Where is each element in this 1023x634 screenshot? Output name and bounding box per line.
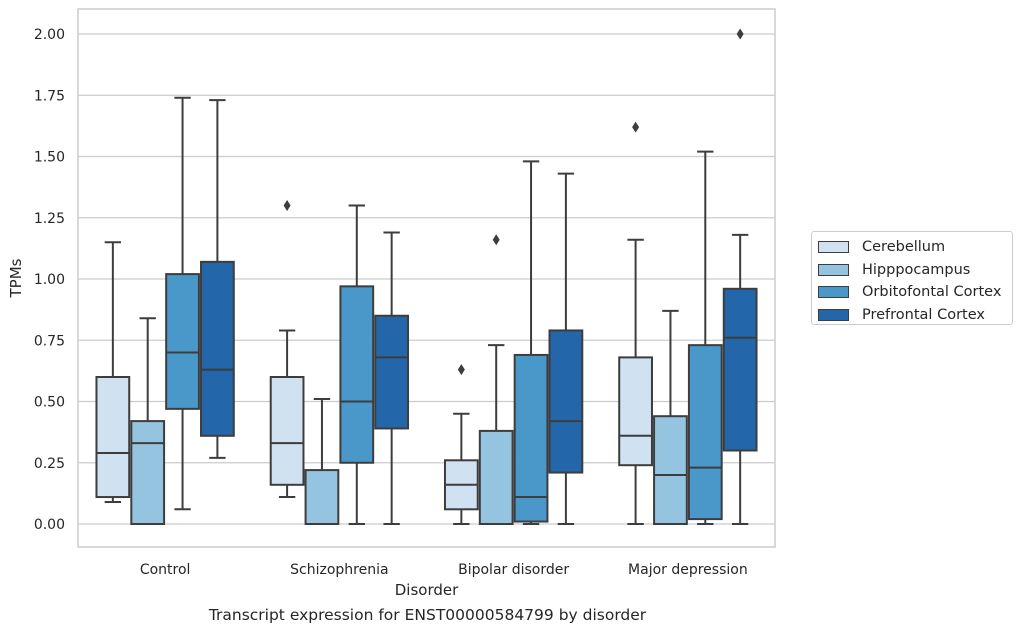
box-0-3-box bbox=[618, 356, 653, 467]
box-1-2-box bbox=[478, 429, 514, 525]
legend: Cerebellum Hipppocampus Orbitofontal Cor… bbox=[811, 231, 1013, 325]
box-3-3-outlier-0 bbox=[736, 28, 744, 40]
legend-item-orbitofrontal-cortex: Orbitofontal Cortex bbox=[818, 281, 1012, 304]
box-2-3-box bbox=[687, 344, 723, 521]
legend-item-prefrontal-cortex: Prefrontal Cortex bbox=[818, 304, 1012, 327]
y-tick-label-0: 0.00 bbox=[34, 517, 65, 533]
x-tick-label-3: Major depression bbox=[628, 562, 748, 578]
box-3-3-box bbox=[722, 287, 758, 452]
x-tick-label-2: Bipolar disorder bbox=[458, 562, 569, 578]
box-0-1-outlier-0 bbox=[283, 200, 291, 211]
plot-frame bbox=[77, 8, 776, 548]
legend-label-hippocampus: Hipppocampus bbox=[862, 261, 971, 278]
x-tick-label-0: Control bbox=[140, 562, 191, 578]
legend-swatch-cerebellum bbox=[818, 241, 849, 254]
chart-caption: Transcript expression for ENST0000058479… bbox=[208, 606, 647, 624]
y-tick-label-8: 2.00 bbox=[34, 27, 65, 43]
legend-item-hippocampus: Hipppocampus bbox=[818, 259, 1012, 282]
box-1-2-outlier-0 bbox=[492, 234, 500, 246]
box-3-1-box bbox=[374, 314, 410, 430]
y-axis-label: TPMs bbox=[7, 258, 25, 298]
y-tick-label-2: 0.50 bbox=[34, 395, 65, 411]
y-tick-label-1: 0.25 bbox=[34, 456, 65, 472]
y-tick-label-3: 0.75 bbox=[34, 333, 65, 349]
box-1-0-box bbox=[130, 420, 166, 526]
box-3-2-box bbox=[548, 329, 584, 474]
box-2-2-box bbox=[513, 353, 549, 523]
y-tick-label-7: 1.75 bbox=[34, 88, 65, 104]
box-2-1-box bbox=[339, 285, 375, 464]
y-tick-label-6: 1.50 bbox=[34, 150, 65, 166]
y-tick-label-4: 1.00 bbox=[34, 272, 65, 288]
legend-swatch-hippocampus bbox=[818, 263, 849, 276]
box-2-0-box bbox=[165, 273, 200, 410]
x-tick-label-1: Schizophrenia bbox=[290, 562, 388, 578]
box-3-0-box bbox=[200, 260, 235, 437]
box-0-2-outlier-0 bbox=[457, 364, 465, 376]
legend-swatch-orbitofrontal-cortex bbox=[818, 286, 849, 299]
legend-label-prefrontal-cortex: Prefrontal Cortex bbox=[862, 306, 985, 323]
box-0-3-outlier-0 bbox=[632, 121, 640, 133]
legend-label-orbitofrontal-cortex: Orbitofontal Cortex bbox=[862, 284, 1002, 301]
y-tick-label-5: 1.25 bbox=[34, 211, 65, 227]
legend-label-cerebellum: Cerebellum bbox=[862, 239, 946, 256]
legend-item-cerebellum: Cerebellum bbox=[818, 236, 1012, 259]
box-1-1-box bbox=[304, 469, 340, 526]
x-axis-label: Disorder bbox=[395, 581, 459, 599]
box-0-0-box bbox=[95, 376, 131, 499]
box-0-1-box bbox=[269, 376, 305, 486]
legend-swatch-prefrontal-cortex bbox=[818, 308, 849, 321]
box-1-3-box bbox=[653, 415, 688, 526]
